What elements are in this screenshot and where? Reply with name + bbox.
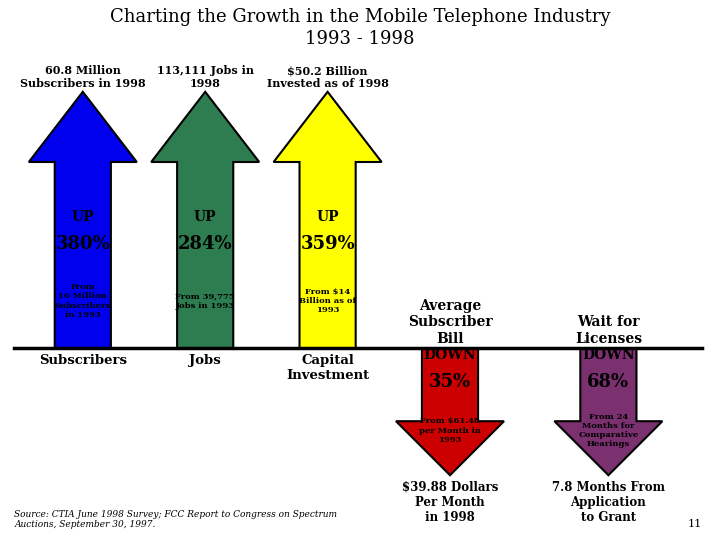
- Text: UP: UP: [316, 211, 339, 224]
- Text: 113,111 Jobs in
1998: 113,111 Jobs in 1998: [157, 65, 253, 89]
- Text: $50.2 Billion
Invested as of 1998: $50.2 Billion Invested as of 1998: [266, 65, 389, 89]
- Text: 68%: 68%: [588, 373, 629, 391]
- Text: Average
Subscriber
Bill: Average Subscriber Bill: [408, 299, 492, 346]
- Text: 7.8 Months From
Application
to Grant: 7.8 Months From Application to Grant: [552, 481, 665, 524]
- Text: UP: UP: [71, 211, 94, 224]
- Polygon shape: [274, 92, 382, 348]
- Text: DOWN: DOWN: [423, 348, 477, 362]
- Text: 1993 - 1998: 1993 - 1998: [305, 30, 415, 48]
- Text: Charting the Growth in the Mobile Telephone Industry: Charting the Growth in the Mobile Teleph…: [109, 8, 611, 26]
- Text: Capital
Investment: Capital Investment: [286, 354, 369, 382]
- Text: 284%: 284%: [178, 235, 233, 253]
- Text: 35%: 35%: [429, 373, 471, 391]
- Text: From 24
Months for
Comparative
Hearings: From 24 Months for Comparative Hearings: [578, 413, 639, 448]
- Polygon shape: [29, 92, 137, 348]
- Text: From $61.48
per Month in
1993: From $61.48 per Month in 1993: [419, 417, 481, 444]
- Text: Jobs: Jobs: [189, 354, 221, 367]
- Text: 11: 11: [688, 519, 702, 529]
- Text: 359%: 359%: [300, 235, 355, 253]
- Text: DOWN: DOWN: [582, 348, 635, 362]
- Text: From
16 Million
Subscribers
in 1993: From 16 Million Subscribers in 1993: [55, 284, 111, 319]
- Text: From $14
Billion as of
1993: From $14 Billion as of 1993: [299, 288, 356, 314]
- Text: Subscribers: Subscribers: [39, 354, 127, 367]
- Text: Source: CTIA June 1998 Survey; FCC Report to Congress on Spectrum
Auctions, Sept: Source: CTIA June 1998 Survey; FCC Repor…: [14, 510, 338, 529]
- Polygon shape: [396, 348, 504, 475]
- Text: 380%: 380%: [55, 235, 110, 253]
- Text: Wait for
Licenses: Wait for Licenses: [575, 315, 642, 346]
- Polygon shape: [151, 92, 259, 348]
- Text: 60.8 Million
Subscribers in 1998: 60.8 Million Subscribers in 1998: [20, 65, 145, 89]
- Text: From 39,775
Jobs in 1993: From 39,775 Jobs in 1993: [176, 293, 235, 309]
- Text: $39.88 Dollars
Per Month
in 1998: $39.88 Dollars Per Month in 1998: [402, 481, 498, 524]
- Text: UP: UP: [194, 211, 217, 224]
- Polygon shape: [554, 348, 662, 475]
